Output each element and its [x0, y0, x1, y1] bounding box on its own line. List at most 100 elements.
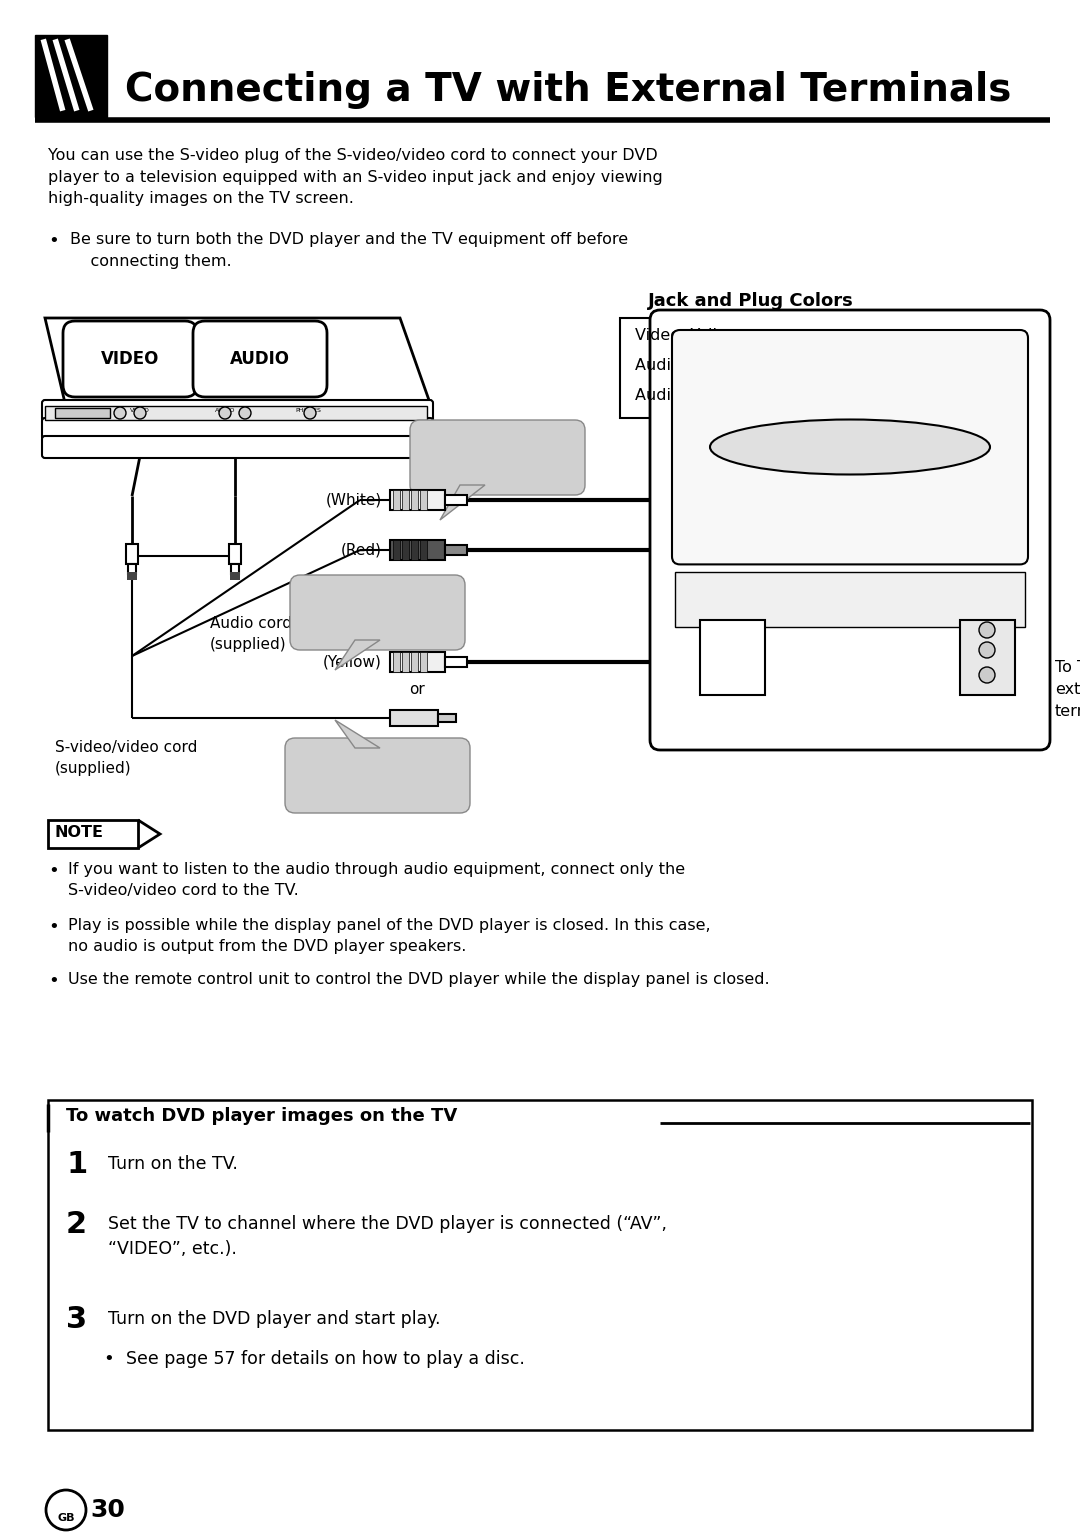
- Polygon shape: [335, 641, 380, 670]
- Text: 30: 30: [90, 1498, 125, 1522]
- Bar: [48, 820, 138, 848]
- Bar: [45, 406, 427, 419]
- Bar: [420, 651, 427, 673]
- FancyBboxPatch shape: [42, 436, 433, 458]
- Bar: [126, 544, 138, 564]
- Bar: [445, 495, 467, 505]
- Text: •: •: [48, 862, 58, 880]
- Text: AUDIO: AUDIO: [230, 350, 291, 369]
- Circle shape: [978, 622, 995, 637]
- Text: Connecting a TV with External Terminals: Connecting a TV with External Terminals: [125, 71, 1011, 109]
- Text: Video: Yellow: Video: Yellow: [635, 329, 740, 343]
- Text: NOTE: NOTE: [54, 825, 103, 840]
- Text: VOLUME: VOLUME: [55, 409, 81, 413]
- Text: To audio
input jack: To audio input jack: [459, 439, 535, 475]
- Bar: [700, 621, 765, 694]
- Circle shape: [239, 407, 251, 419]
- Bar: [55, 409, 110, 418]
- FancyBboxPatch shape: [672, 330, 1028, 564]
- Bar: [35, 35, 107, 117]
- Bar: [129, 564, 136, 574]
- FancyBboxPatch shape: [42, 399, 433, 422]
- Bar: [411, 651, 418, 673]
- Bar: [960, 621, 1015, 694]
- Text: To watch DVD player images on the TV: To watch DVD player images on the TV: [66, 1107, 457, 1124]
- Bar: [420, 541, 427, 561]
- FancyBboxPatch shape: [291, 574, 465, 650]
- FancyBboxPatch shape: [410, 419, 585, 495]
- Circle shape: [303, 407, 316, 419]
- Bar: [402, 541, 409, 561]
- Circle shape: [134, 407, 146, 419]
- Bar: [48, 1100, 1032, 1430]
- Text: Use the remote control unit to control the DVD player while the display panel is: Use the remote control unit to control t…: [68, 972, 770, 988]
- Text: To S-video
input jack: To S-video input jack: [338, 757, 416, 793]
- Bar: [438, 714, 456, 722]
- Polygon shape: [335, 720, 380, 748]
- Text: Set the TV to channel where the DVD player is connected (“AV”,
“VIDEO”, etc.).: Set the TV to channel where the DVD play…: [108, 1215, 667, 1258]
- Bar: [620, 318, 1035, 418]
- Text: If you want to listen to the audio through audio equipment, connect only the
S-v: If you want to listen to the audio throu…: [68, 862, 685, 899]
- Bar: [393, 541, 400, 561]
- Text: PHONES: PHONES: [295, 409, 321, 413]
- Bar: [402, 651, 409, 673]
- Bar: [390, 490, 445, 510]
- Text: AUDIO: AUDIO: [215, 409, 235, 413]
- Text: To video
input jack: To video input jack: [339, 594, 415, 630]
- Bar: [445, 657, 467, 667]
- Bar: [390, 651, 445, 673]
- Text: VIDEO: VIDEO: [130, 409, 150, 413]
- Bar: [390, 710, 438, 727]
- Text: Audio cord
(supplied): Audio cord (supplied): [210, 616, 292, 651]
- Text: 1: 1: [66, 1150, 87, 1180]
- Circle shape: [114, 407, 126, 419]
- Text: •: •: [48, 919, 58, 935]
- FancyBboxPatch shape: [285, 737, 470, 813]
- Bar: [411, 490, 418, 510]
- Bar: [231, 564, 239, 574]
- Text: To TV with
external
terminals: To TV with external terminals: [1055, 660, 1080, 719]
- Text: VIDEO: VIDEO: [100, 350, 159, 369]
- Text: (Yellow): (Yellow): [323, 654, 382, 670]
- Circle shape: [219, 407, 231, 419]
- Text: •: •: [103, 1350, 113, 1369]
- Text: 2: 2: [66, 1210, 87, 1240]
- Polygon shape: [45, 318, 430, 402]
- FancyBboxPatch shape: [42, 418, 433, 439]
- Text: S-video/video cord
(supplied): S-video/video cord (supplied): [55, 740, 198, 776]
- Text: GB: GB: [57, 1513, 75, 1524]
- Text: See page 57 for details on how to play a disc.: See page 57 for details on how to play a…: [126, 1350, 525, 1369]
- Text: Audio Right: Red: Audio Right: Red: [635, 389, 769, 402]
- FancyBboxPatch shape: [63, 321, 197, 396]
- Circle shape: [46, 1490, 86, 1530]
- Polygon shape: [440, 485, 485, 521]
- Text: Jack and Plug Colors: Jack and Plug Colors: [648, 292, 854, 310]
- Text: •: •: [48, 232, 58, 250]
- Bar: [127, 571, 137, 581]
- Bar: [393, 651, 400, 673]
- FancyBboxPatch shape: [650, 310, 1050, 750]
- Bar: [675, 571, 1025, 627]
- Text: Audio Left: White: Audio Left: White: [635, 358, 773, 373]
- Text: Turn on the DVD player and start play.: Turn on the DVD player and start play.: [108, 1310, 441, 1329]
- Bar: [411, 541, 418, 561]
- Circle shape: [978, 667, 995, 684]
- Text: or: or: [409, 682, 424, 697]
- Text: Turn on the TV.: Turn on the TV.: [108, 1155, 238, 1174]
- Text: •: •: [48, 972, 58, 991]
- Text: Be sure to turn both the DVD player and the TV equipment off before
    connecti: Be sure to turn both the DVD player and …: [70, 232, 629, 269]
- Text: (White): (White): [326, 493, 382, 507]
- Bar: [393, 490, 400, 510]
- Bar: [402, 490, 409, 510]
- Bar: [230, 571, 240, 581]
- Text: Play is possible while the display panel of the DVD player is closed. In this ca: Play is possible while the display panel…: [68, 919, 711, 954]
- Text: 3: 3: [66, 1306, 87, 1333]
- Circle shape: [978, 642, 995, 657]
- Bar: [229, 544, 241, 564]
- Text: You can use the S-video plug of the S-video/video cord to connect your DVD
playe: You can use the S-video plug of the S-vi…: [48, 147, 663, 206]
- Bar: [390, 541, 445, 561]
- Bar: [420, 490, 427, 510]
- Bar: [445, 545, 467, 554]
- Text: (Red): (Red): [341, 542, 382, 558]
- Ellipse shape: [710, 419, 990, 475]
